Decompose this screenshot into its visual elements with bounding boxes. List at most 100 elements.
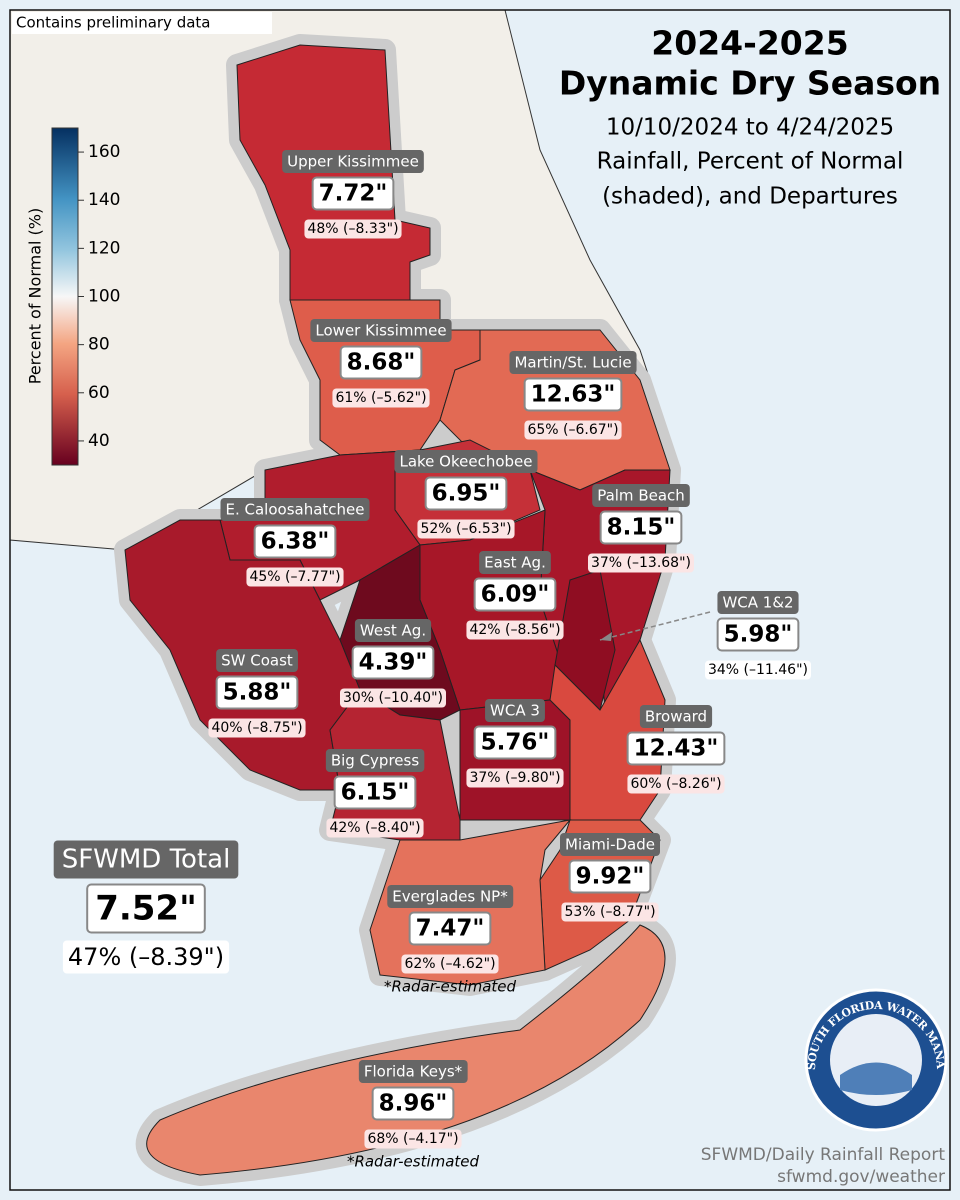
region-name: Lake Okeechobee [399, 453, 532, 471]
region-total-group: 8.15" [599, 510, 683, 545]
region-name: WCA 3 [490, 702, 540, 720]
region-total-group: 4.39" [351, 645, 435, 680]
region-name-bg [310, 319, 452, 342]
region-name-group: SW Coast [216, 649, 298, 672]
region-total: 9.92" [576, 864, 645, 890]
region-total-bg [339, 345, 423, 380]
region-detail-bg [339, 688, 447, 708]
region-total-bg [311, 176, 395, 211]
region-total: 6.09" [481, 582, 550, 608]
region-name: E. Caloosahatchee [226, 501, 365, 519]
region-name-group: WCA 1&2 [717, 591, 799, 614]
region-total: 12.43" [634, 736, 719, 762]
colorbar-tick-label: 140 [88, 190, 120, 210]
region-detail-bg [364, 1129, 462, 1149]
region-detail: 45% (–7.77") [249, 569, 340, 585]
region-total-group: 5.88" [215, 675, 299, 710]
title: Dynamic Dry Season [559, 64, 941, 103]
region-detail-group: 68% (–4.17") [364, 1129, 462, 1149]
colorbar-tick-label: 120 [88, 238, 120, 258]
colorbar [51, 127, 79, 466]
region-detail-group: 37% (–13.68") [587, 553, 695, 573]
region-detail: 30% (–10.40") [343, 690, 443, 706]
region-name: SW Coast [221, 652, 293, 670]
region-detail-group: 34% (–11.46") [704, 660, 812, 680]
region-detail-bg [627, 774, 725, 794]
region-name-bg [282, 150, 424, 173]
region-total-bg [408, 911, 492, 946]
region-detail-group: 61% (–5.62") [332, 388, 430, 408]
region-name-bg [216, 649, 298, 672]
region-name-bg [220, 498, 370, 521]
region-total-bg [473, 577, 557, 612]
region-name-group: Broward [639, 705, 713, 728]
region-total-group: 7.72" [311, 176, 395, 211]
region-name-bg [717, 591, 799, 614]
logo-water [840, 1062, 912, 1095]
title: 2024-2025 [651, 24, 848, 63]
region-total-bg [473, 725, 557, 760]
region-name-group: Lake Okeechobee [394, 450, 538, 473]
region-total: 8.96" [379, 1091, 448, 1117]
region-detail-bg [326, 818, 424, 838]
region-detail-group: 42% (–8.56") [466, 620, 564, 640]
region-note: *Radar-estimated [347, 1153, 480, 1171]
total-value-bg [86, 883, 206, 934]
region-total-bg [215, 675, 299, 710]
region-detail: 40% (–8.75") [211, 720, 302, 736]
region-name-group: E. Caloosahatchee [220, 498, 370, 521]
region-detail-bg [332, 388, 430, 408]
region-total-bg [716, 617, 800, 652]
labels: Upper Kissimmee 7.72" 48% (–8.33") Lower Ki… [53, 150, 812, 1171]
region-total-group: 5.76" [473, 725, 557, 760]
region-total-group: 8.68" [339, 345, 423, 380]
region-detail-group: 52% (–6.53") [417, 519, 515, 539]
region-name: WCA 1&2 [722, 594, 793, 612]
subtitle: (shaded), and Departures [602, 184, 898, 210]
subtitle: Rainfall, Percent of Normal [597, 149, 904, 175]
region-name: Big Cypress [331, 752, 420, 770]
region-total-group: 5.98" [716, 617, 800, 652]
region-name-bg [394, 450, 538, 473]
region-detail-bg [466, 768, 564, 788]
region-detail: 65% (–6.67") [527, 422, 618, 438]
region-detail-group: 48% (–8.33") [304, 219, 402, 239]
region-name: Miami-Dade [565, 836, 655, 854]
region-detail-group: 45% (–7.77") [246, 567, 344, 587]
region-detail: 52% (–6.53") [420, 521, 511, 537]
region-note: *Radar-estimated [384, 978, 517, 996]
region [539, 819, 661, 971]
region-detail-bg [704, 660, 812, 680]
region-total: 7.72" [319, 181, 388, 207]
colorbar-tick-label: 100 [88, 287, 120, 307]
region-detail: 42% (–8.56") [469, 622, 560, 638]
region-name-bg [639, 705, 713, 728]
region-name-bg [358, 1060, 468, 1083]
region-name-group: Palm Beach [592, 484, 690, 507]
region-detail-bg [561, 902, 659, 922]
region-total: 5.76" [481, 730, 550, 756]
region-total-group: 8.96" [371, 1086, 455, 1121]
region-name: Palm Beach [597, 487, 685, 505]
region-detail-bg [246, 567, 344, 587]
region-name-group: Martin/St. Lucie [509, 351, 637, 374]
region-total: 8.68" [347, 350, 416, 376]
region-name-group: East Ag. [479, 551, 551, 574]
region-name-group: WCA 3 [485, 699, 545, 722]
region-detail-group: 60% (–8.26") [627, 774, 725, 794]
region-name-group: Florida Keys* [358, 1060, 468, 1083]
region-detail-group: 62% (–4.62") [401, 954, 499, 974]
region-detail: 42% (–8.40") [329, 820, 420, 836]
region-detail: 61% (–5.62") [335, 390, 426, 406]
footer-url: sfwmd.gov/weather [777, 1167, 945, 1187]
region-detail-group: 40% (–8.75") [208, 718, 306, 738]
region-total-group: 6.09" [473, 577, 557, 612]
region-detail-group: 53% (–8.77") [561, 902, 659, 922]
region-name-group: Big Cypress [325, 749, 425, 772]
region-detail: 34% (–11.46") [708, 662, 808, 678]
region-total-bg [371, 1086, 455, 1121]
total-value-group: 7.52" [86, 883, 206, 934]
region-name-bg [509, 351, 637, 374]
region-total-bg [253, 524, 337, 559]
